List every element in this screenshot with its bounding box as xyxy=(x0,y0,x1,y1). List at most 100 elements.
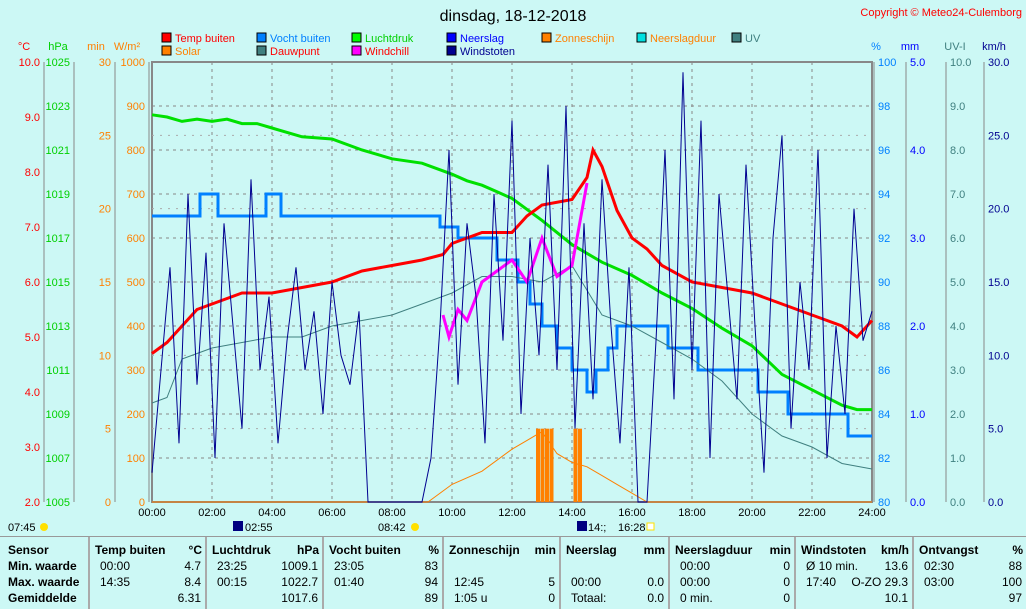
legend-swatch xyxy=(256,45,267,56)
x-tick-label: 22:00 xyxy=(798,507,826,519)
sunset-icon xyxy=(646,522,655,531)
cell-time: 02:30 xyxy=(924,559,955,573)
axis-tick-hum: 100 xyxy=(878,57,896,69)
row-label: Gemiddelde xyxy=(8,591,77,605)
chart-title: dinsdag, 18-12-2018 xyxy=(440,8,587,25)
axis-tick-uv: 1.0 xyxy=(950,453,965,465)
x-tick-label: 20:00 xyxy=(738,507,766,519)
axis-tick-rain: 1.0 xyxy=(910,409,925,421)
axis-tick-min: 25 xyxy=(99,130,111,142)
cell-time: 00:00 xyxy=(680,559,711,573)
axis-tick-press: 1013 xyxy=(46,321,70,333)
cell-time: Totaal: xyxy=(571,591,607,605)
axis-tick-solar: 800 xyxy=(127,145,145,157)
axis-tick-min: 30 xyxy=(99,57,111,69)
x-tick-label: 06:00 xyxy=(318,507,346,519)
cell-value: 0.0 xyxy=(647,575,664,589)
axis-tick-solar: 200 xyxy=(127,409,145,421)
moon-icon xyxy=(577,521,587,531)
axis-tick-hum: 84 xyxy=(878,409,890,421)
axis-tick-press: 1015 xyxy=(46,277,70,289)
table-col: Neerslagduur min 00:00 0 00:00 0 0 min. 0 xyxy=(668,537,796,609)
axis-tick-press: 1021 xyxy=(46,145,70,157)
cell-value: 4.7 xyxy=(184,559,201,573)
axis-unit-min: min xyxy=(87,41,105,53)
row-labels: Sensor Min. waarde Max. waarde Gemiddelde xyxy=(0,537,88,609)
axis-tick-min: 15 xyxy=(99,277,111,289)
col-unit: °C xyxy=(188,543,202,557)
axis-tick-temp: 5.0 xyxy=(25,332,40,344)
axis-tick-temp: 7.0 xyxy=(25,222,40,234)
axis-tick-hum: 82 xyxy=(878,453,890,465)
cell-value: 88 xyxy=(1008,559,1022,573)
cell-time: 23:05 xyxy=(334,559,365,573)
axis-tick-solar: 300 xyxy=(127,365,145,377)
cell-time: 14:35 xyxy=(100,575,131,589)
cell-value: O-ZO 29.3 xyxy=(851,575,908,589)
axis-tick-wind: 0.0 xyxy=(988,497,1003,509)
cell-value: 1017.6 xyxy=(281,591,318,605)
axis-tick-wind: 5.0 xyxy=(988,424,1003,436)
cell-time: 00:00 xyxy=(100,559,131,573)
col-header: Neerslagduur xyxy=(675,543,753,557)
cell-time: 23:25 xyxy=(217,559,248,573)
cell-time: 0 min. xyxy=(680,591,713,605)
axis-tick-temp: 6.0 xyxy=(25,277,40,289)
table-col: Ontvangst% 02:30 88 03:00 100 97 xyxy=(912,537,1026,609)
col-unit: hPa xyxy=(296,543,319,557)
axis-unit-solar: W/m² xyxy=(114,41,141,53)
cell-value: 6.31 xyxy=(177,591,201,605)
sunshine-bar xyxy=(536,428,540,502)
col-unit: mm xyxy=(643,543,665,557)
legend-label: Luchtdruk xyxy=(365,33,414,45)
axis-tick-hum: 86 xyxy=(878,365,890,377)
series-windstoten xyxy=(151,72,873,503)
legend-label: Windstoten xyxy=(460,46,515,58)
axis-tick-uv: 9.0 xyxy=(950,101,965,113)
col-header: Windstoten xyxy=(801,543,867,557)
moonrise-time: 14:; xyxy=(588,522,606,534)
cell-value: 1009.1 xyxy=(281,559,318,573)
x-tick-label: 08:00 xyxy=(378,507,406,519)
cell-time: 17:40 xyxy=(806,575,837,589)
col-unit: % xyxy=(1012,543,1023,557)
legend-swatch xyxy=(541,32,552,43)
legend-swatch xyxy=(446,45,457,56)
cell-value: 5 xyxy=(548,575,555,589)
moonset-time: 02:55 xyxy=(245,522,273,534)
x-tick-label: 14:00 xyxy=(558,507,586,519)
sunshine-bar xyxy=(545,428,549,502)
series-dauwpunt xyxy=(151,264,873,470)
axis-unit-wind: km/h xyxy=(982,41,1006,53)
col-unit: km/h xyxy=(880,543,909,557)
legend-swatch xyxy=(636,32,647,43)
axis-tick-uv: 5.0 xyxy=(950,277,965,289)
series-solar xyxy=(152,430,872,503)
x-tick-label: 12:00 xyxy=(498,507,526,519)
axis-tick-press: 1017 xyxy=(46,233,70,245)
table-col: Luchtdruk hPa 23:25 1009.1 00:15 1022.7 1017.6 xyxy=(205,537,324,609)
legend-label: Solar xyxy=(175,46,201,58)
table-col: Temp buiten °C 00:00 4.7 14:35 8.4 6.31 xyxy=(88,537,207,609)
axis-tick-wind: 20.0 xyxy=(988,204,1009,216)
axis-tick-solar: 600 xyxy=(127,233,145,245)
axis-unit-rain: mm xyxy=(901,41,919,53)
col-unit: min xyxy=(769,543,791,557)
axis-tick-wind: 15.0 xyxy=(988,277,1009,289)
axis-tick-solar: 700 xyxy=(127,189,145,201)
axis-unit-press: hPa xyxy=(48,41,68,53)
axis-tick-temp: 8.0 xyxy=(25,167,40,179)
cell-value: 10.1 xyxy=(884,591,908,605)
axis-tick-min: 0 xyxy=(105,497,111,509)
legend-swatch xyxy=(446,32,457,43)
sunshine-bar xyxy=(573,428,578,502)
moon-icon xyxy=(233,521,243,531)
cell-value: 89 xyxy=(424,591,438,605)
axis-tick-uv: 0.0 xyxy=(950,497,965,509)
axis-tick-press: 1023 xyxy=(46,101,70,113)
weather-chart: dinsdag, 18-12-2018 Copyright © Meteo24-C… xyxy=(8,7,1022,534)
col-header: Vocht buiten xyxy=(329,543,401,557)
axis-tick-uv: 2.0 xyxy=(950,409,965,421)
row-label: Sensor xyxy=(8,543,49,557)
col-unit: min xyxy=(534,543,556,557)
